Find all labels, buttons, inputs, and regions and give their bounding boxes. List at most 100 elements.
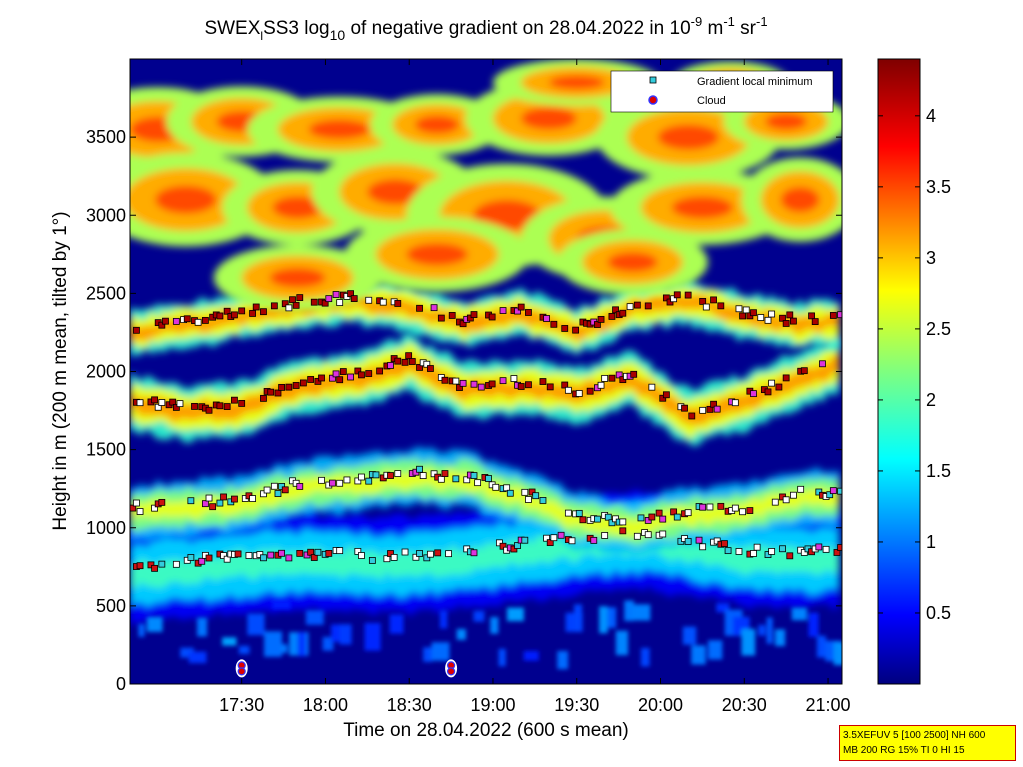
gradient-minimum-marker	[706, 405, 714, 413]
gradient-minimum-marker	[285, 304, 293, 312]
gradient-minimum-marker	[637, 514, 645, 522]
ground-speckle	[456, 628, 466, 640]
gradient-minimum-marker	[543, 315, 550, 322]
gradient-minimum-markers-3	[133, 290, 842, 334]
gradient-minimum-marker	[169, 398, 177, 406]
gradient-minimum-marker	[394, 470, 402, 478]
gradient-minimum-marker	[699, 406, 707, 414]
gradient-minimum-marker	[735, 548, 743, 555]
ground-speckle	[247, 613, 265, 636]
gradient-minimum-marker	[768, 548, 776, 555]
gradient-minimum-marker	[717, 502, 725, 510]
gradient-minimum-marker	[786, 552, 794, 560]
gradient-minimum-marker	[339, 368, 347, 375]
gradient-minimum-marker	[561, 381, 569, 389]
gradient-minimum-marker	[205, 406, 213, 414]
gradient-minimum-marker	[347, 290, 354, 298]
gradient-minimum-marker	[670, 295, 678, 303]
gradient-minimum-markers-0	[133, 527, 842, 572]
ground-speckle	[322, 636, 334, 651]
ground-speckle	[573, 604, 583, 632]
gradient-minimum-marker	[731, 399, 739, 407]
ground-speckle	[624, 600, 634, 622]
gradient-minimum-marker	[416, 550, 423, 557]
upper-patches	[130, 59, 842, 311]
gradient-minimum-marker	[245, 552, 253, 559]
ground-speckle	[498, 648, 506, 667]
gradient-minimum-marker	[695, 536, 703, 544]
gradient-minimum-marker	[539, 378, 547, 385]
patch-core	[671, 196, 734, 219]
ground-speckle	[774, 629, 786, 647]
gradient-minimum-marker	[510, 545, 518, 553]
ground-speckle	[138, 623, 145, 637]
x-tick-label: 18:30	[387, 695, 432, 715]
gradient-minimum-marker	[459, 379, 467, 387]
gradient-minimum-marker	[750, 309, 757, 317]
legend-entry-cloud: Cloud	[697, 95, 726, 107]
gradient-minimum-marker	[162, 317, 169, 325]
gradient-minimum-marker	[655, 509, 663, 517]
gradient-minimum-marker	[768, 379, 776, 387]
gradient-minimum-marker	[267, 551, 275, 559]
colorbar-tick-label: 0.5	[926, 603, 951, 623]
ground-speckle	[197, 617, 208, 637]
gradient-minimum-marker	[223, 307, 231, 315]
cloud-marker-dot	[446, 667, 456, 676]
ground-speckle	[439, 610, 448, 629]
gradient-minimum-marker	[525, 496, 532, 503]
gradient-minimum-marker	[329, 374, 336, 382]
gradient-minimum-marker	[281, 486, 289, 494]
gradient-minimum-marker	[296, 294, 304, 302]
gradient-minimum-marker	[601, 374, 609, 382]
gradient-minimum-markers-2	[133, 352, 826, 420]
y-tick-label: 500	[96, 596, 126, 616]
gradient-minimum-marker	[557, 531, 565, 539]
gradient-minimum-marker	[147, 561, 155, 569]
gradient-minimum-marker	[263, 486, 271, 494]
gradient-minimum-marker	[154, 403, 162, 411]
gradient-minimum-marker	[648, 383, 656, 391]
gradient-minimum-marker	[133, 326, 140, 334]
gradient-minimum-marker	[837, 487, 842, 495]
x-tick-label: 19:00	[470, 695, 515, 715]
colorbar-tick-label: 3	[926, 248, 936, 268]
gradient-minimum-marker	[267, 388, 275, 396]
ground-speckle	[389, 614, 404, 634]
ground-speckle	[615, 630, 629, 656]
ground-speckle	[305, 610, 324, 625]
ground-speckle	[808, 612, 819, 637]
patch-core	[780, 186, 820, 213]
gradient-minimum-marker	[274, 389, 282, 397]
patch-core	[657, 124, 720, 150]
colorbar-tick-label: 1.5	[926, 461, 951, 481]
gradient-minimum-marker	[136, 399, 144, 407]
gradient-minimum-marker	[684, 509, 692, 517]
patch-core	[269, 267, 326, 288]
x-tick-label: 19:30	[554, 695, 599, 715]
ground-speckle	[473, 610, 485, 622]
gradient-minimum-marker	[514, 542, 521, 549]
ground-speckle	[264, 631, 283, 657]
gradient-minimum-marker	[659, 530, 667, 538]
colorbar-tick-label: 4	[926, 106, 936, 126]
gradient-minimum-marker	[419, 472, 427, 479]
gradient-minimum-marker	[172, 404, 180, 411]
gradient-minimum-marker	[681, 404, 688, 412]
y-tick-label: 0	[116, 674, 126, 694]
gradient-minimum-marker	[205, 494, 213, 502]
gradient-minimum-marker	[684, 291, 692, 299]
gradient-minimum-marker	[452, 377, 460, 385]
gradient-minimum-marker	[568, 537, 576, 545]
gradient-minimum-marker	[811, 318, 819, 325]
ground-speckle	[682, 626, 697, 645]
gradient-minimum-marker	[670, 508, 678, 516]
gradient-minimum-marker	[310, 298, 318, 306]
gradient-minimum-marker	[575, 509, 583, 517]
gradient-minimum-marker	[546, 539, 554, 547]
y-tick-label: 1000	[86, 518, 126, 538]
gradient-minimum-marker	[158, 399, 166, 406]
cloud-markers	[235, 659, 458, 678]
gradient-minimum-marker	[234, 550, 242, 558]
gradient-minimum-marker	[274, 490, 282, 497]
